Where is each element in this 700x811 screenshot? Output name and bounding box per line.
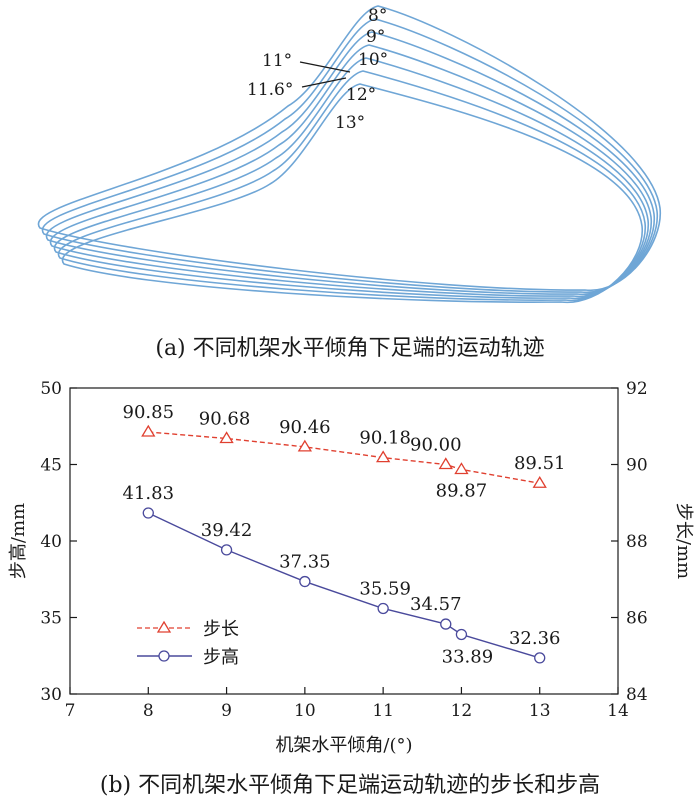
marker-step-height [377, 602, 389, 615]
right-y-tick-label: 86 [626, 609, 648, 629]
marker-step-height [440, 618, 452, 630]
data-label-step-length: 90.85 [123, 402, 175, 423]
left-y-tick-label: 50 [40, 379, 62, 399]
trajectory-curve-4 [49, 44, 652, 297]
x-axis-label: 机架水平倾角/(°) [275, 735, 412, 756]
trajectory-curve-7 [61, 83, 643, 304]
left-y-axis-label: 步高/mm [8, 503, 29, 579]
leader-line-11 [299, 61, 351, 73]
trajectory-curve-2 [41, 18, 658, 293]
marker-step-length [219, 431, 234, 444]
step-chart-panel: 7 8 9 10 11 12 13 14 30 35 40 45 50 84 86 88 90 92 90.8… [8, 379, 694, 798]
marker-step-length [375, 450, 391, 463]
data-label-step-length: 90.46 [279, 417, 331, 438]
data-label-step-height: 33.89 [442, 646, 494, 667]
trajectory-panel: 8° 9° 10° 11° 11.6° 12° 13° (a) 不同机架水平倾角… [37, 5, 661, 361]
data-label-step-length: 89.51 [514, 453, 566, 474]
data-label-step-length: 90.00 [410, 435, 462, 456]
trajectory-curves [37, 5, 661, 304]
legend-label-step-height: 步高 [203, 647, 239, 668]
data-label-step-height: 35.59 [359, 578, 411, 599]
right-y-tick-label: 90 [626, 456, 648, 476]
angle-labels: 8° 9° 10° 11° 11.6° 12° 13° [247, 6, 388, 133]
x-tick-label: 14 [607, 701, 629, 721]
angle-label-9: 9° [366, 27, 385, 47]
data-label-step-length: 89.87 [436, 480, 488, 501]
data-label-step-length: 90.68 [199, 408, 251, 429]
marker-step-height [299, 575, 311, 588]
right-y-axis-ticks: 84 86 88 90 92 [611, 379, 648, 705]
data-labels: 90.85 90.68 90.46 90.18 90.00 89.87 89.51 41.83… [123, 402, 566, 667]
left-y-tick-label: 45 [40, 456, 62, 476]
marker-step-length [532, 475, 547, 488]
leader-line-11-6 [301, 77, 347, 88]
x-tick-label: 11 [372, 701, 394, 721]
trajectory-curve-5 [53, 57, 649, 299]
legend-label-step-length: 步长 [203, 619, 239, 640]
angle-label-10: 10° [358, 50, 388, 70]
angle-label-leaders [299, 61, 351, 88]
marker-step-length [454, 462, 469, 475]
x-tick-label: 9 [221, 701, 232, 721]
trajectory-curve-6 [57, 70, 646, 302]
legend: 步长 步高 [137, 619, 239, 668]
right-y-tick-label: 84 [626, 685, 648, 705]
x-axis-ticks: 7 8 9 10 11 12 13 14 [65, 687, 629, 721]
marker-step-length [297, 439, 313, 452]
marker-step-height [534, 652, 546, 664]
left-y-axis-ticks: 30 35 40 45 50 [40, 379, 77, 705]
trajectory-curve-1 [37, 5, 661, 291]
marker-step-length [438, 457, 453, 470]
x-tick-label: 7 [65, 701, 76, 721]
marker-step-height [220, 544, 233, 556]
angle-label-13: 13° [335, 113, 365, 133]
marker-step-height [455, 628, 468, 641]
data-label-step-height: 32.36 [509, 628, 561, 649]
series-line-step-length [148, 431, 540, 484]
data-label-step-height: 39.42 [201, 520, 253, 541]
angle-label-11-6: 11.6° [247, 80, 293, 100]
x-tick-label: 8 [143, 701, 154, 721]
right-y-axis-label: 步长/mm [673, 503, 694, 579]
x-tick-label: 12 [451, 701, 473, 721]
marker-step-length [141, 424, 156, 437]
left-y-tick-label: 35 [40, 609, 62, 629]
series-markers [141, 424, 547, 664]
x-tick-label: 10 [294, 701, 316, 721]
x-tick-label: 13 [529, 701, 551, 721]
data-label-step-height: 41.83 [123, 483, 175, 504]
legend-marker-step-length [156, 620, 172, 633]
marker-step-height [142, 507, 154, 519]
caption-a: (a) 不同机架水平倾角下足端的运动轨迹 [155, 336, 544, 361]
left-y-tick-label: 30 [40, 685, 62, 705]
angle-label-11: 11° [262, 51, 292, 71]
right-y-tick-label: 88 [626, 532, 648, 552]
data-label-step-length: 90.18 [359, 428, 411, 449]
caption-b: (b) 不同机架水平倾角下足端运动轨迹的步长和步高 [100, 773, 600, 798]
trajectory-curve-3 [45, 31, 655, 295]
left-y-tick-label: 40 [40, 532, 62, 552]
legend-marker-step-height [158, 650, 170, 662]
angle-label-12: 12° [346, 85, 376, 105]
right-y-tick-label: 92 [626, 379, 648, 399]
angle-label-8: 8° [368, 6, 387, 26]
data-label-step-height: 37.35 [279, 552, 331, 573]
data-label-step-height: 34.57 [410, 594, 462, 615]
